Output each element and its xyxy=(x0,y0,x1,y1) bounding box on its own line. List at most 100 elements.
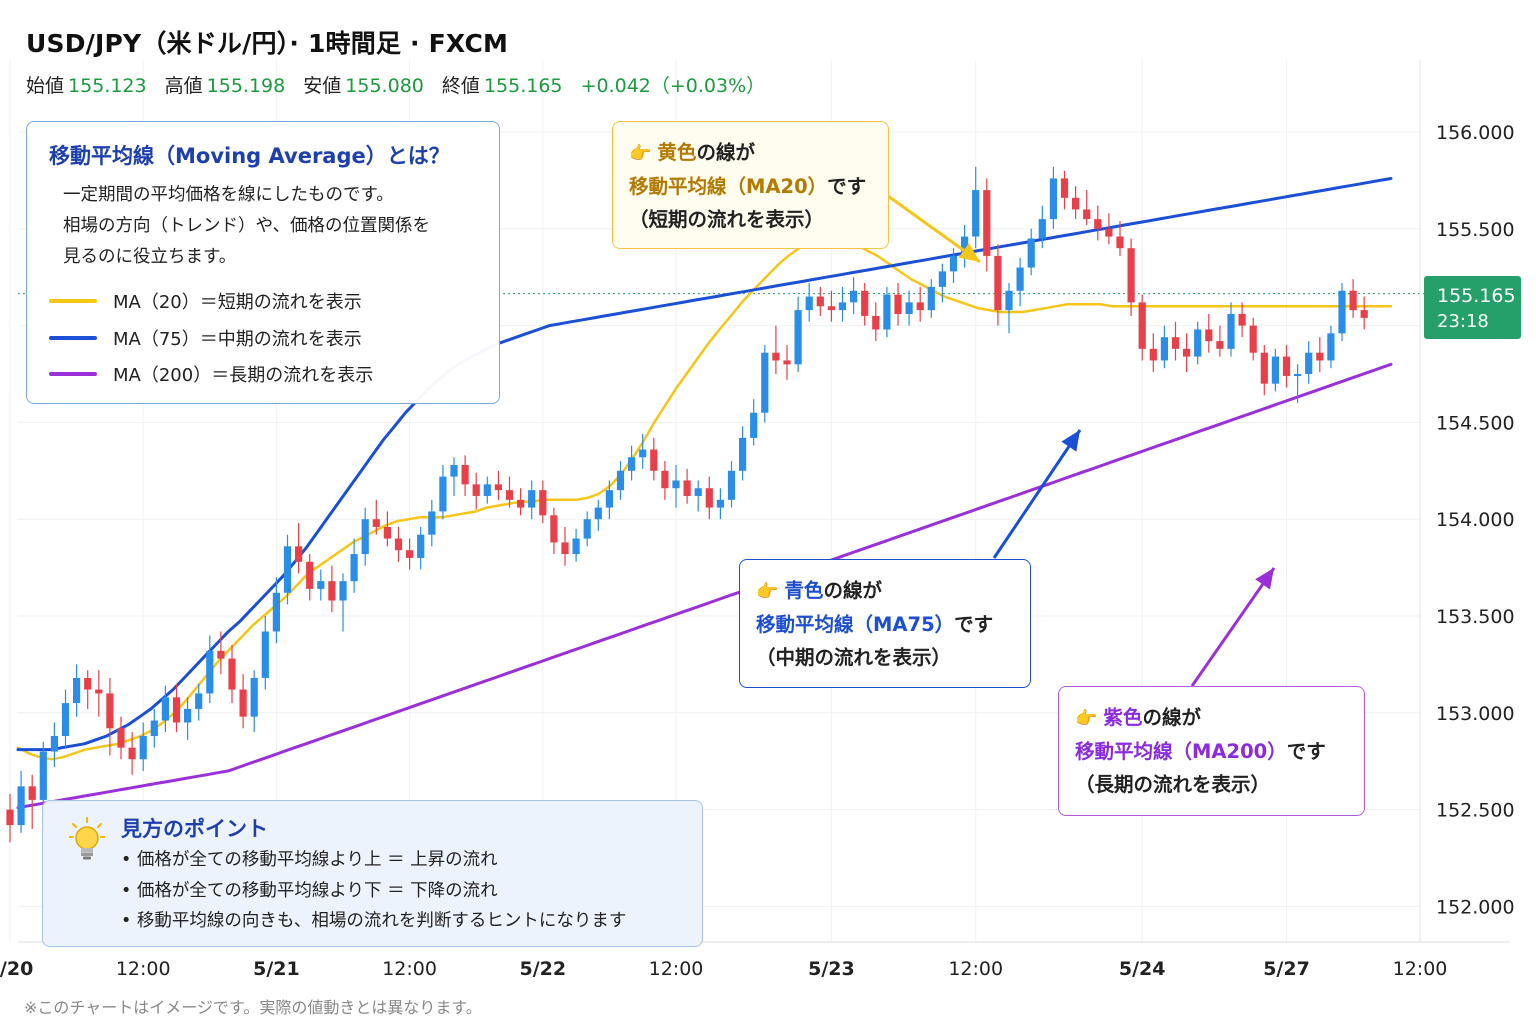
candle-body xyxy=(1271,356,1279,384)
candle xyxy=(317,569,325,601)
candle-body xyxy=(250,677,258,717)
arrow-ma75 xyxy=(992,429,1082,559)
candle-body xyxy=(295,546,303,562)
candle-body xyxy=(272,592,280,632)
candle-body xyxy=(1105,228,1113,237)
candle-body xyxy=(1083,209,1091,220)
candle-body xyxy=(39,751,47,800)
candle xyxy=(1194,321,1202,365)
candle-body xyxy=(317,581,325,589)
candle-body xyxy=(261,631,269,678)
candle-body xyxy=(84,677,92,690)
candle xyxy=(639,434,647,469)
chart-title: USD/JPY（米ドル/円）· 1時間足 · FXCM xyxy=(26,29,509,58)
y-tick-label: 154.500 xyxy=(1436,412,1515,434)
candle-body xyxy=(1227,313,1235,349)
pointing-hand-icon: 👉 xyxy=(1075,708,1098,729)
callout-ma-name: 移動平均線（MA20） xyxy=(629,175,828,198)
candle xyxy=(1305,341,1313,384)
ohlc-high-key: 高値 xyxy=(164,75,203,97)
candle-body xyxy=(1327,333,1335,361)
callout-text: です xyxy=(827,175,867,198)
candle xyxy=(1083,190,1091,225)
candle-body xyxy=(6,809,14,826)
candle-body xyxy=(1016,267,1024,291)
candle-body xyxy=(306,561,314,589)
pointing-hand-icon: 👉 xyxy=(629,143,652,164)
candle-body xyxy=(639,449,647,458)
x-tick-label: 12:00 xyxy=(382,958,437,980)
legend-label: MA（20）＝短期の流れを表示 xyxy=(113,292,362,314)
legend-item-ma20: MA（20）＝短期の流れを表示 xyxy=(49,283,479,320)
candle-body xyxy=(1360,310,1368,318)
candles xyxy=(6,166,1368,843)
candle xyxy=(184,697,192,740)
candle-body xyxy=(694,488,702,496)
candle-body xyxy=(406,550,414,558)
legend-item-ma200: MA（200）＝長期の流れを表示 xyxy=(49,356,479,393)
candle-body xyxy=(838,302,847,311)
candle xyxy=(761,344,769,423)
candle xyxy=(328,565,336,613)
candle-body xyxy=(739,437,747,471)
candle xyxy=(1116,221,1124,256)
candle xyxy=(1271,348,1279,392)
ma20-line xyxy=(16,237,1393,761)
candle xyxy=(172,683,181,733)
y-tick-label: 155.500 xyxy=(1436,219,1515,241)
footnote: ※このチャートはイメージです。実際の値動きとは異なります。 xyxy=(24,998,482,1017)
ohlc-low-value: 155.080 xyxy=(345,75,424,97)
candle-body xyxy=(206,650,214,694)
candle xyxy=(1105,213,1113,245)
legend-swatch-purple xyxy=(49,372,97,377)
x-tick-label: 5/22 xyxy=(519,958,566,980)
callout-color-word: 黄色 xyxy=(657,141,697,164)
candle xyxy=(505,476,514,508)
moving-average-lines xyxy=(16,177,1393,810)
candle-body xyxy=(106,693,114,729)
callout-color-word: 青色 xyxy=(784,579,824,602)
candle-body xyxy=(883,294,891,330)
candle xyxy=(73,664,81,717)
candle xyxy=(1171,321,1180,361)
points-item: 価格が全ての移動平均線より下 ＝ 下降の流れ xyxy=(121,876,686,907)
candle-body xyxy=(350,554,358,582)
candle-body xyxy=(61,703,70,737)
candle-body xyxy=(1294,374,1302,376)
candle-body xyxy=(972,190,980,237)
candle xyxy=(1338,283,1346,342)
candle xyxy=(272,577,280,644)
candle xyxy=(938,263,946,303)
candle-body xyxy=(1338,290,1346,334)
candle xyxy=(517,488,525,516)
candle xyxy=(295,523,303,574)
candle-body xyxy=(50,736,58,752)
candle xyxy=(794,296,802,373)
candle-body xyxy=(1160,337,1168,361)
candle-body xyxy=(1072,197,1080,210)
candle-body xyxy=(628,457,636,471)
candle-body xyxy=(594,507,602,520)
candle xyxy=(361,507,369,566)
candle xyxy=(927,279,935,318)
candle-body xyxy=(916,302,924,311)
ohlc-change: +0.042（+0.03%） xyxy=(580,75,766,97)
candle xyxy=(117,716,125,760)
candle-body xyxy=(705,488,713,508)
candle-body xyxy=(1005,290,1013,311)
callout-subtext: （短期の流れを表示） xyxy=(629,208,825,231)
y-tick-label: 153.000 xyxy=(1436,703,1515,725)
candle xyxy=(306,554,314,601)
candle xyxy=(1127,238,1135,316)
candle xyxy=(550,507,558,555)
candle xyxy=(1060,170,1069,210)
candle-body xyxy=(1138,302,1146,349)
candle xyxy=(1260,344,1268,396)
candle xyxy=(716,488,724,520)
candle xyxy=(1138,294,1146,361)
candle xyxy=(1349,279,1357,318)
candle-body xyxy=(861,290,869,316)
candle xyxy=(217,631,225,675)
candle-body xyxy=(505,490,514,500)
candle-body xyxy=(1149,348,1157,361)
